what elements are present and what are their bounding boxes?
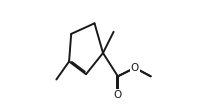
Text: O: O (131, 63, 139, 73)
Text: O: O (114, 90, 122, 100)
